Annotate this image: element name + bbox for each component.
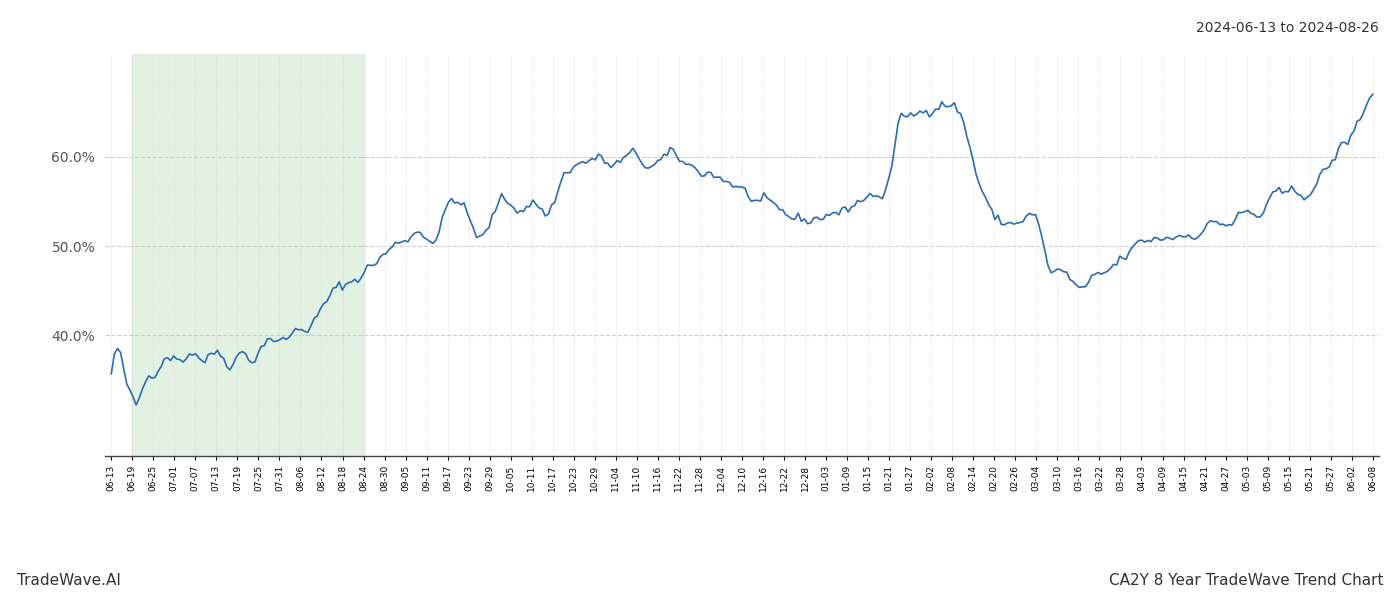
Bar bbox=[132, 54, 364, 456]
Text: TradeWave.AI: TradeWave.AI bbox=[17, 573, 120, 588]
Text: 2024-06-13 to 2024-08-26: 2024-06-13 to 2024-08-26 bbox=[1196, 21, 1379, 35]
Text: CA2Y 8 Year TradeWave Trend Chart: CA2Y 8 Year TradeWave Trend Chart bbox=[1109, 573, 1383, 588]
